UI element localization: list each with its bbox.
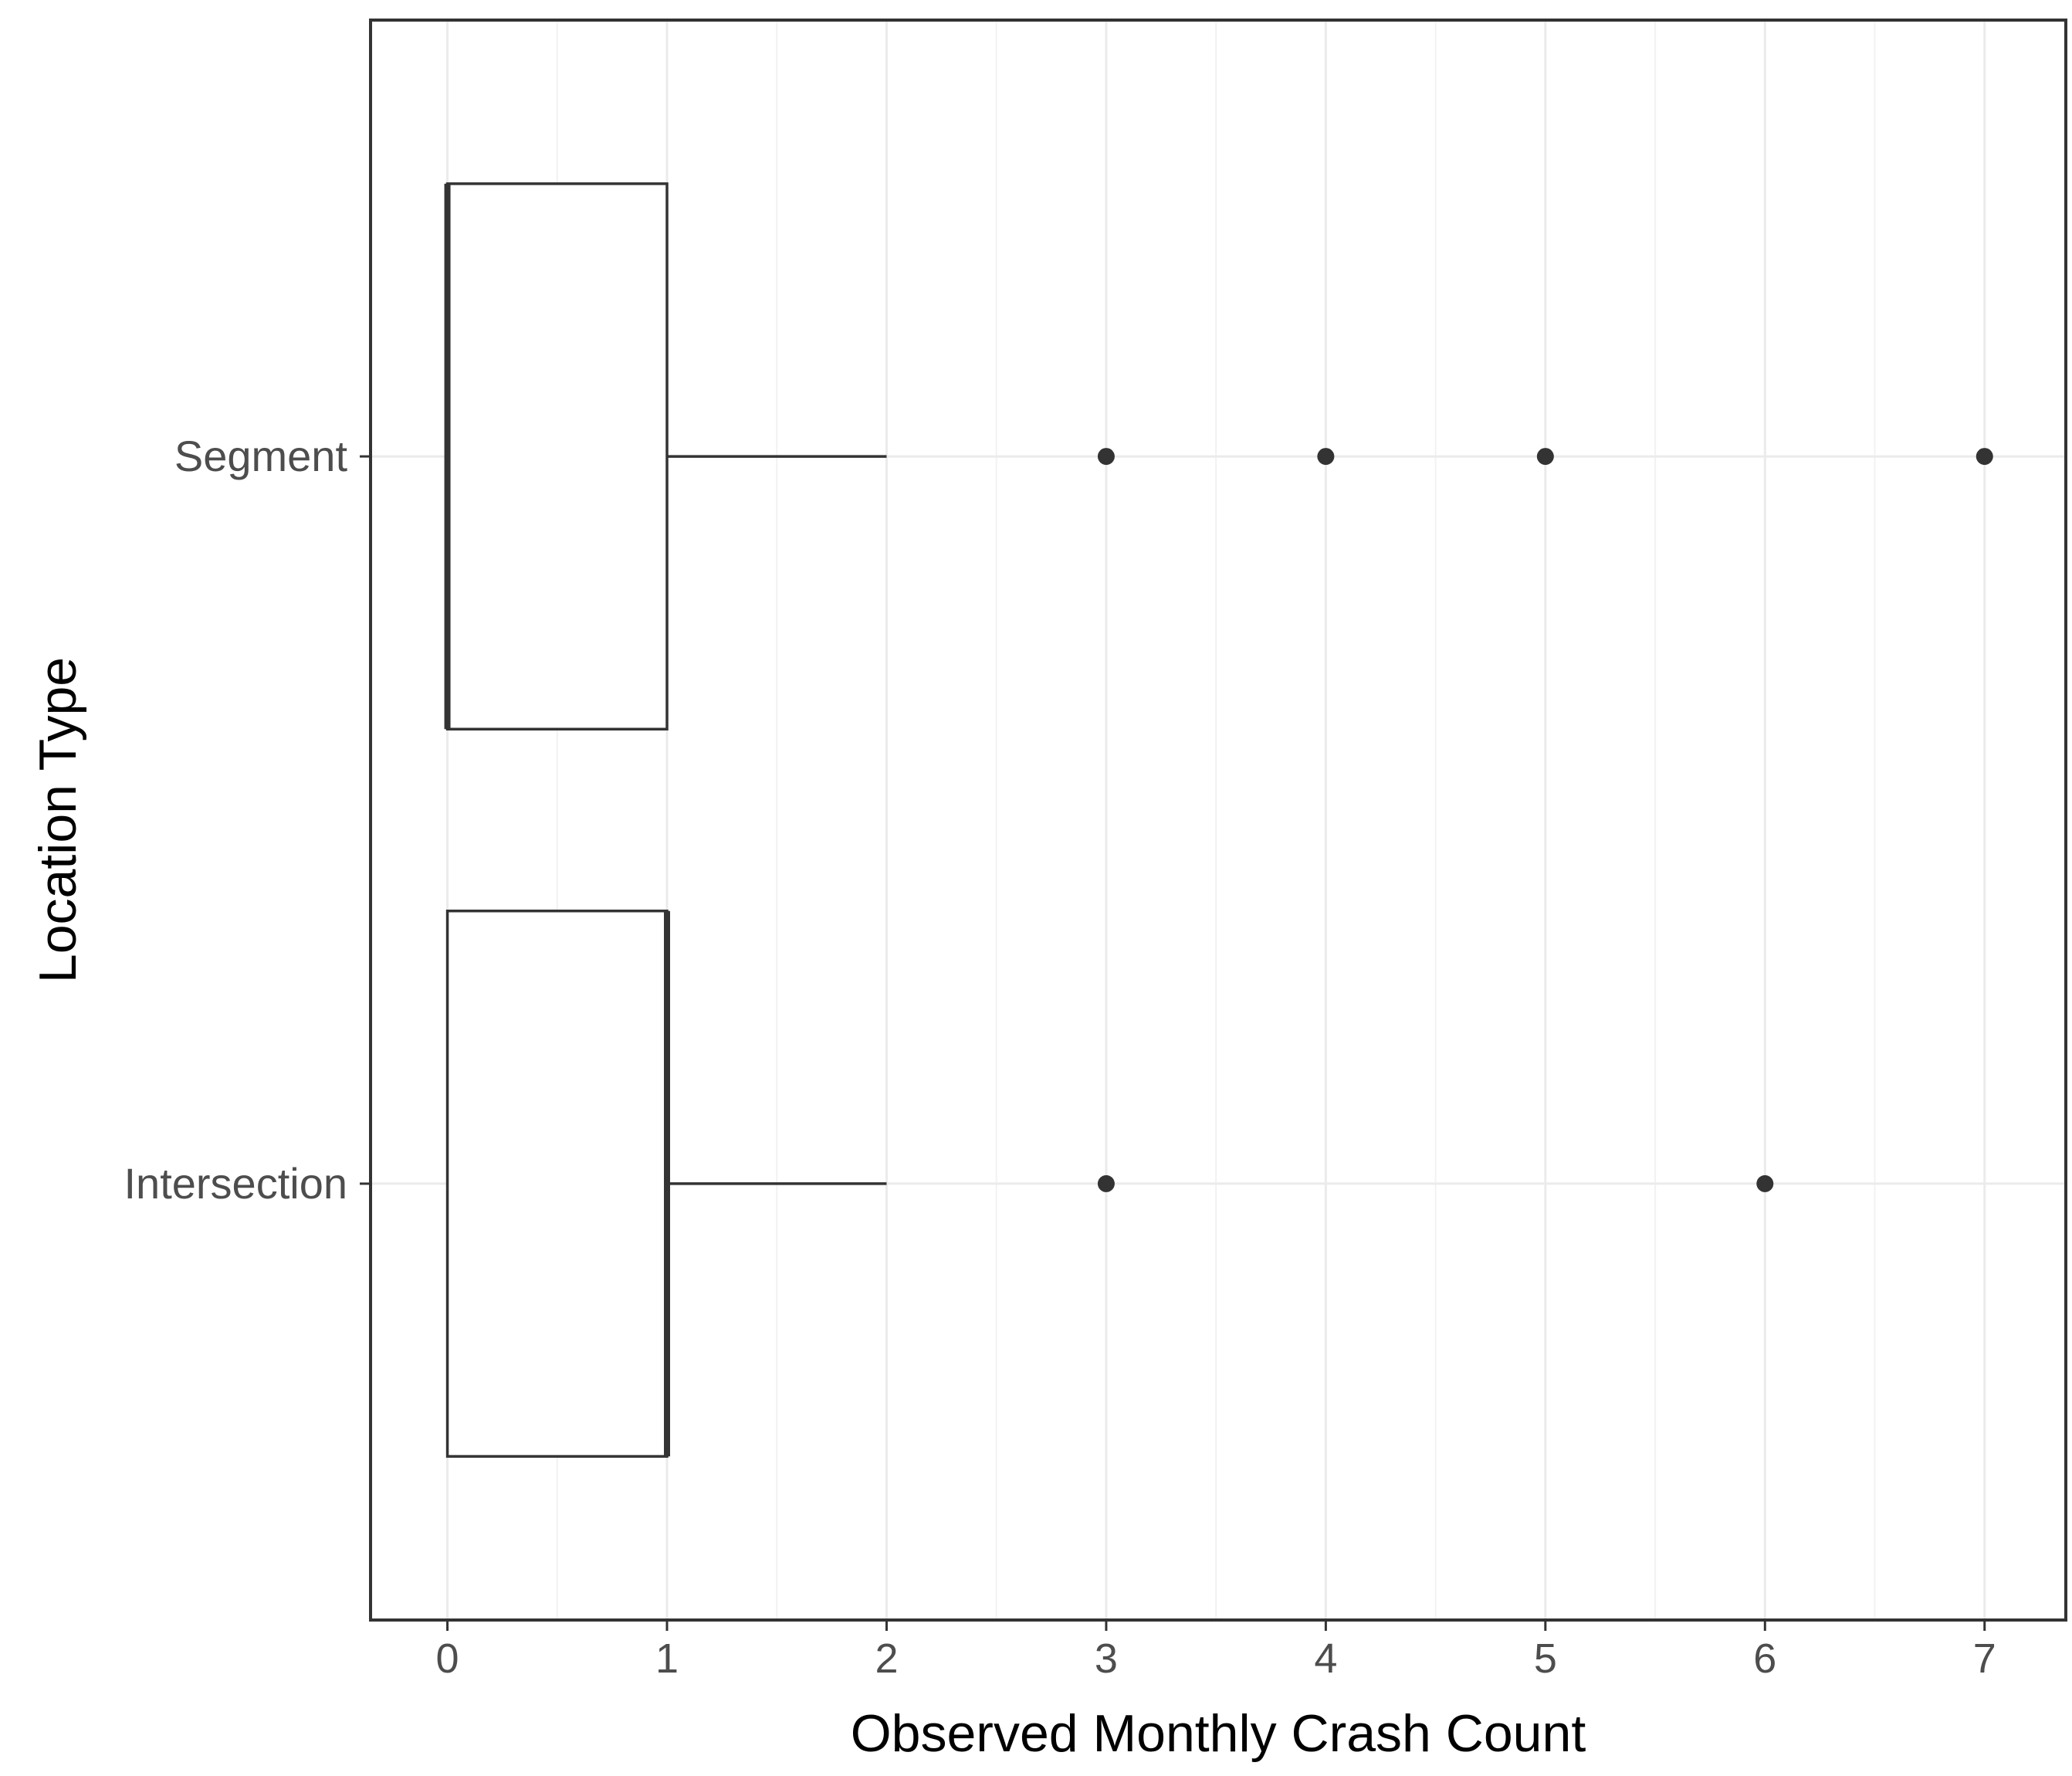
tick-layer: 0 1 2 3 4 5 6 7 Segment Intersection bbox=[124, 432, 1996, 1682]
panel-border bbox=[369, 19, 2067, 1622]
x-tick-label: 5 bbox=[1534, 1635, 1557, 1682]
outlier-point-intersection bbox=[1097, 1174, 1115, 1192]
box-layer bbox=[444, 182, 1993, 1458]
outlier-point-intersection bbox=[1756, 1174, 1774, 1192]
y-tick-label-intersection: Intersection bbox=[124, 1159, 348, 1208]
x-axis-title: Observed Monthly Crash Count bbox=[851, 1704, 1586, 1763]
x-tick-label: 1 bbox=[655, 1635, 679, 1682]
grid-lines bbox=[371, 20, 2066, 1620]
box-intersection bbox=[445, 909, 669, 1458]
x-tick-label: 7 bbox=[1973, 1635, 1996, 1682]
x-tick-label: 4 bbox=[1314, 1635, 1337, 1682]
x-tick-label: 0 bbox=[436, 1635, 459, 1682]
x-tick-label: 6 bbox=[1753, 1635, 1776, 1682]
y-axis-title: Location Type bbox=[29, 657, 87, 983]
box-segment bbox=[445, 182, 669, 731]
outlier-point-segment bbox=[1976, 448, 1993, 466]
x-tick-label: 2 bbox=[875, 1635, 898, 1682]
outlier-point-segment bbox=[1536, 448, 1554, 466]
x-tick-label: 3 bbox=[1095, 1635, 1118, 1682]
outlier-point-segment bbox=[1097, 448, 1115, 466]
y-tick-label-segment: Segment bbox=[174, 432, 348, 480]
outlier-point-segment bbox=[1317, 448, 1335, 466]
